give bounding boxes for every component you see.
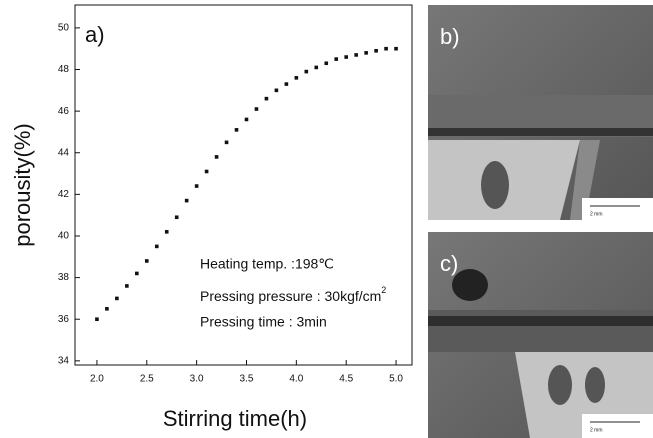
marker <box>274 88 279 93</box>
annotation: Pressing pressure : 30kgf/cm2 <box>200 285 386 303</box>
y-tick-label: 50 <box>58 23 70 34</box>
marker <box>194 184 199 188</box>
y-tick-label: 42 <box>58 189 70 200</box>
marker <box>234 128 239 132</box>
x-tick-label: 3.0 <box>190 374 204 385</box>
marker <box>374 48 378 53</box>
marker <box>204 169 209 174</box>
marker <box>334 57 339 61</box>
marker <box>324 61 329 66</box>
y-tick-label: 46 <box>58 106 70 117</box>
scale-bar: 2 mm <box>590 211 603 217</box>
image-c: 2 mm c) <box>428 232 653 438</box>
marker <box>154 244 159 249</box>
panel-label: b) <box>440 24 460 49</box>
marker <box>144 259 149 263</box>
x-axis-label: Stirring time(h) <box>163 406 307 431</box>
marker <box>314 65 319 70</box>
marker <box>135 271 139 276</box>
image-b: 2 mm b) <box>428 5 653 220</box>
marker <box>344 55 348 59</box>
x-tick-label: 2.5 <box>140 374 154 385</box>
panel-label: c) <box>440 251 458 276</box>
marker <box>284 82 289 86</box>
marker <box>125 284 129 288</box>
marker <box>364 51 368 55</box>
marker <box>254 107 259 111</box>
marker <box>224 140 229 145</box>
marker <box>354 53 358 57</box>
marker <box>174 215 179 220</box>
marker <box>304 69 309 74</box>
y-tick-label: 40 <box>58 231 70 242</box>
marker <box>264 96 269 101</box>
y-tick-label: 48 <box>58 64 70 75</box>
x-tick-label: 3.5 <box>240 374 254 385</box>
x-tick-label: 2.0 <box>90 374 104 385</box>
y-axis-label: porousity(%) <box>10 123 35 246</box>
y-tick-label: 44 <box>58 147 70 158</box>
annotation: Pressing time : 3min <box>200 314 327 330</box>
x-tick-label: 4.5 <box>339 374 353 385</box>
annotation-text: Pressing pressure : 30kgf/cm <box>200 288 381 304</box>
marker <box>184 198 189 203</box>
y-tick-label: 38 <box>58 272 70 283</box>
x-tick-label: 4.0 <box>289 374 303 385</box>
marker <box>294 76 299 80</box>
marker <box>164 230 169 234</box>
x-tick-label: 5.0 <box>389 374 403 385</box>
marker <box>244 117 249 122</box>
marker <box>115 296 119 301</box>
marker <box>95 317 99 322</box>
plot-frame <box>74 4 413 366</box>
marker <box>214 155 219 159</box>
y-tick-label: 34 <box>58 355 70 366</box>
marker <box>105 307 109 311</box>
annotation: Heating temp. :198℃ <box>200 256 334 272</box>
marker <box>384 46 388 51</box>
scale-bar: 2 mm <box>590 427 603 433</box>
panel-label: a) <box>85 22 105 47</box>
marker <box>394 46 398 51</box>
y-tick-label: 36 <box>58 314 70 325</box>
annotation-superscript: 2 <box>381 285 386 295</box>
